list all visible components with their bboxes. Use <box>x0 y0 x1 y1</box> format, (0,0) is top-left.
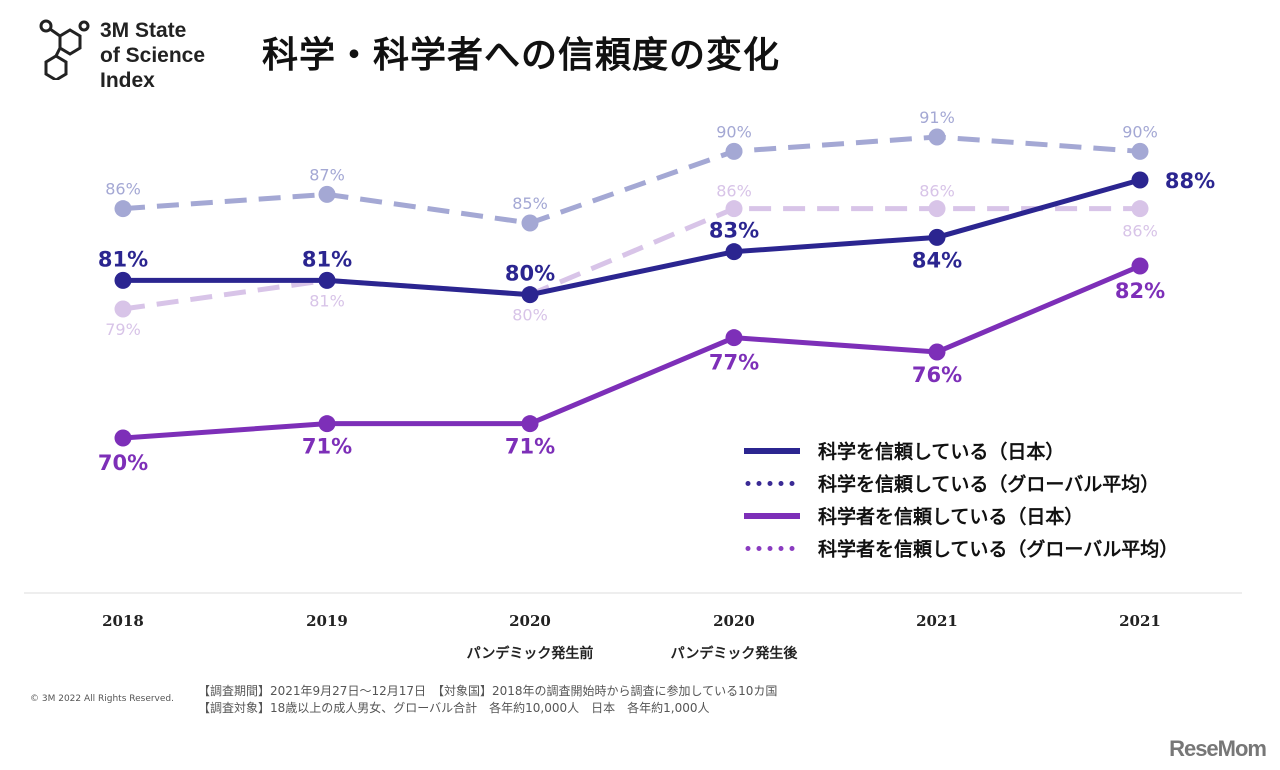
legend-swatch <box>756 546 762 551</box>
data-label: 76% <box>912 363 962 387</box>
x-tick-label: 2021 <box>916 612 958 630</box>
data-label: 81% <box>309 291 345 310</box>
legend-label: 科学者を信頼している（日本） <box>818 505 1083 528</box>
data-point <box>928 228 946 246</box>
data-label: 71% <box>505 435 555 459</box>
data-point <box>928 128 946 146</box>
logo-line2: of Science <box>100 44 206 67</box>
data-point <box>1131 171 1149 189</box>
data-point <box>114 300 132 318</box>
x-tick-label: 2020 <box>713 612 755 630</box>
data-point <box>725 329 743 347</box>
data-label: 80% <box>505 262 555 286</box>
data-point <box>318 185 336 203</box>
data-label: 71% <box>302 435 352 459</box>
data-point <box>928 200 946 218</box>
data-label: 82% <box>1115 279 1165 303</box>
legend-swatch <box>789 546 795 551</box>
data-label: 79% <box>105 320 141 339</box>
molecule-icon <box>39 19 90 80</box>
data-point <box>318 415 336 433</box>
data-label: 85% <box>512 194 548 213</box>
legend-label: 科学者を信頼している（グローバル平均） <box>818 538 1178 561</box>
data-point <box>114 271 132 289</box>
logo: 3M State of Science Index <box>38 18 238 103</box>
footer-line2: 【調査対象】18歳以上の成人男女、グローバル合計 各年約10,000人 日本 各… <box>198 701 710 715</box>
data-label: 80% <box>512 306 548 325</box>
data-label: 77% <box>709 351 759 375</box>
x-sublabel: パンデミック発生前 <box>467 645 594 662</box>
copyright: © 3M 2022 All Rights Reserved. <box>30 694 174 704</box>
line-chart: 86% 87% 85% 90% 91% 90% 79% 81% 80% 86% 86% 86% 81% 8… <box>24 108 1242 662</box>
x-sublabel: パンデミック発生後 <box>671 645 799 662</box>
legend-swatch <box>745 546 751 551</box>
data-point <box>521 415 539 433</box>
data-label: 70% <box>98 451 148 475</box>
data-point <box>725 243 743 261</box>
legend-swatch <box>778 481 784 486</box>
data-label: 88% <box>1165 169 1215 193</box>
data-point <box>114 429 132 447</box>
data-point <box>318 271 336 289</box>
data-point <box>1131 257 1149 275</box>
x-tick-label: 2020 <box>509 612 551 630</box>
data-label: 91% <box>919 108 955 127</box>
resemom-watermark: ReseMom <box>1169 736 1267 761</box>
logo-line3: Index <box>100 69 155 92</box>
logo-line1: 3M State <box>100 19 187 42</box>
data-label: 86% <box>105 180 141 199</box>
data-label: 90% <box>716 122 752 141</box>
series-line-3 <box>122 206 1140 312</box>
legend-swatch <box>778 546 784 551</box>
legend-swatch <box>756 481 762 486</box>
x-tick-label: 2021 <box>1119 612 1161 630</box>
data-point <box>928 343 946 361</box>
data-point <box>1131 200 1149 218</box>
data-label: 84% <box>912 248 962 272</box>
data-label: 81% <box>98 247 148 271</box>
x-tick-label: 2018 <box>102 612 144 630</box>
data-label: 87% <box>309 165 345 184</box>
page-title: 科学・科学者への信頼度の変化 <box>262 35 781 76</box>
footer-line1: 【調査期間】2021年9月27日〜12月17日 【対象国】2018年の調査開始時… <box>198 684 778 698</box>
series-line-0 <box>123 177 1141 298</box>
series-line-1 <box>122 134 1141 226</box>
legend-swatch <box>789 481 795 486</box>
data-label: 86% <box>716 182 752 201</box>
legend-label: 科学を信頼している（グローバル平均） <box>818 473 1159 496</box>
series-line-2 <box>122 263 1141 441</box>
data-point <box>725 142 743 160</box>
data-point <box>1131 142 1149 160</box>
legend-label: 科学を信頼している（日本） <box>818 440 1064 463</box>
data-label: 86% <box>919 182 955 201</box>
data-point <box>114 200 132 218</box>
data-point <box>521 214 539 232</box>
data-label: 86% <box>1122 222 1158 241</box>
legend-swatch <box>767 546 773 551</box>
data-point <box>521 286 539 304</box>
x-tick-label: 2019 <box>306 612 348 630</box>
legend-swatch <box>767 481 773 486</box>
legend-swatch <box>745 481 751 486</box>
data-label: 83% <box>709 219 759 243</box>
data-point <box>725 200 743 218</box>
data-label: 90% <box>1122 122 1158 141</box>
data-label: 81% <box>302 247 352 271</box>
